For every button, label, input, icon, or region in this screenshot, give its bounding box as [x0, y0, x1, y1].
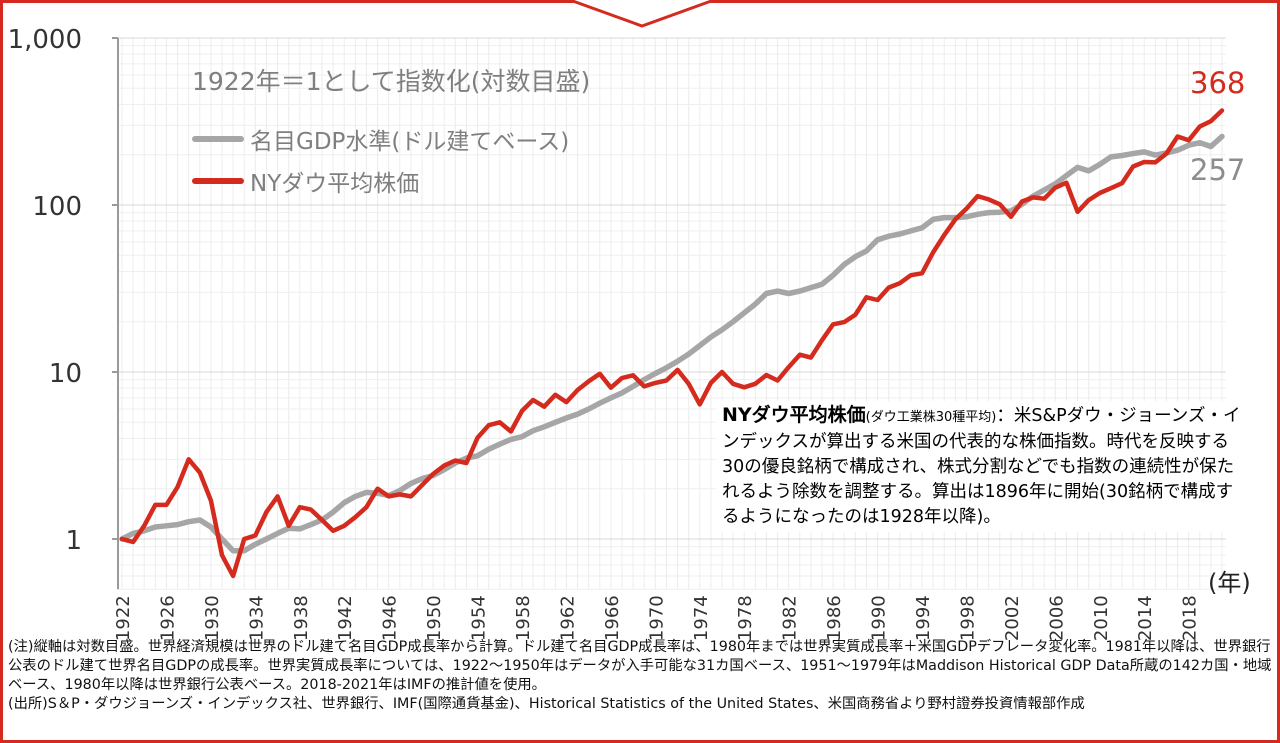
- x-tick-label: 1930: [202, 595, 223, 640]
- x-tick-label: 1926: [157, 595, 178, 640]
- x-tick-label: 1982: [780, 595, 801, 640]
- legend-label-dow: NYダウ平均株価: [250, 171, 420, 197]
- x-tick-label: 1934: [246, 595, 267, 640]
- series-line-dow: [119, 108, 1225, 579]
- legend-swatch-dow: [192, 178, 244, 184]
- axis-layer: 1 10 100 1,000 1922 1926 1930 1934 1938 1942 1946 1…: [8, 25, 1201, 640]
- x-axis-unit: (年): [1208, 569, 1251, 597]
- series-layer: [119, 108, 1225, 579]
- y-tick-label: 1: [65, 526, 82, 556]
- x-tick-label: 2018: [1180, 595, 1201, 640]
- x-tick-label: 1966: [602, 595, 623, 640]
- x-tick-label: 1946: [380, 595, 401, 640]
- line-chart: 1 10 100 1,000 1922 1926 1930 1934 1938 1942 1946 1…: [8, 25, 1226, 640]
- series-line-gdp: [119, 133, 1225, 554]
- x-tick-label: 2006: [1046, 595, 1067, 640]
- end-label-dow: 368: [1190, 66, 1246, 100]
- x-tick-label: 2010: [1091, 595, 1112, 640]
- x-tick-label: 1994: [913, 595, 934, 640]
- end-label-gdp: 257: [1190, 153, 1246, 187]
- legend-item-dow: NYダウ平均株価: [192, 164, 419, 198]
- x-tick-label: 1974: [691, 595, 712, 640]
- footnotes: (注)縦軸は対数目盛。世界経済規模は世界のドル建て名目GDP成長率から計算。ドル…: [8, 638, 1274, 714]
- annotation-heading: NYダウ平均株価: [722, 404, 866, 426]
- y-tick-label: 100: [32, 192, 82, 222]
- x-tick-label: 1954: [469, 595, 490, 640]
- x-tick-label: 1978: [735, 595, 756, 640]
- x-tick-label: 1922: [113, 595, 134, 640]
- y-tick-label: 10: [49, 359, 82, 389]
- footnote-source: (出所)S＆P・ダウジョーンズ・インデックス社、世界銀行、IMF(国際通貨基金)…: [8, 696, 1085, 712]
- x-tick-label: 1998: [957, 595, 978, 640]
- legend-swatch-gdp: [192, 136, 244, 142]
- x-tick-label: 2014: [1135, 595, 1156, 640]
- annotation-heading-sub: (ダウ工業株30種平均): [865, 410, 997, 425]
- x-tick-label: 1990: [869, 595, 890, 640]
- x-tick-label: 1962: [557, 595, 578, 640]
- y-tick-label: 1,000: [8, 25, 82, 55]
- legend-item-gdp: 名目GDP水準(ドル建てベース): [192, 122, 569, 156]
- top-notch-icon: [569, 0, 715, 28]
- x-tick-label: 1970: [646, 595, 667, 640]
- x-tick-label: 1950: [424, 595, 445, 640]
- x-tick-label: 1942: [335, 595, 356, 640]
- legend-label-gdp: 名目GDP水準(ドル建てベース): [250, 129, 570, 155]
- x-tick-label: 1986: [824, 595, 845, 640]
- x-tick-label: 2002: [1002, 595, 1023, 640]
- x-tick-label: 1958: [513, 595, 534, 640]
- legend-title: 1922年＝1として指数化(対数目盛): [192, 67, 591, 96]
- footnote-note: (注)縦軸は対数目盛。世界経済規模は世界のドル建て名目GDP成長率から計算。ドル…: [8, 639, 1272, 693]
- annotation-body: ：米S&Pダウ・ジョーンズ・インデックスが算出する米国の代表的な株価指数。時代を…: [722, 406, 1241, 527]
- annotation-box: NYダウ平均株価(ダウ工業株30種平均)：米S&Pダウ・ジョーンズ・インデックス…: [716, 401, 1254, 532]
- x-tick-label: 1938: [291, 595, 312, 640]
